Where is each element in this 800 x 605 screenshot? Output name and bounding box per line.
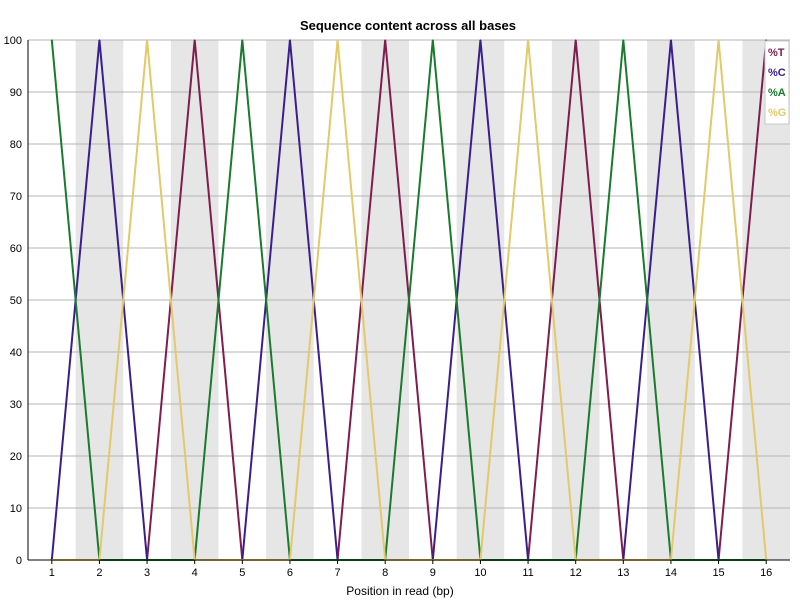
y-tick-label: 50: [10, 295, 22, 307]
legend: %T %C %A %G: [764, 40, 790, 125]
x-tick-label: 4: [192, 567, 198, 579]
y-tick-label: 90: [10, 87, 22, 99]
point-1-9: [479, 39, 482, 41]
y-tick-label: 30: [10, 399, 22, 411]
y-tick-label: 0: [16, 555, 22, 567]
point-3-14: [717, 39, 720, 41]
x-tick-label: 5: [239, 567, 245, 579]
y-tick-label: 20: [10, 451, 22, 463]
x-tick-label: 9: [430, 567, 436, 579]
x-tick-label: 6: [287, 567, 293, 579]
point-2-0: [51, 39, 53, 41]
chart-title: Sequence content across all bases: [300, 18, 516, 33]
x-tick-label: 2: [96, 567, 102, 579]
y-tick-label: 10: [10, 503, 22, 515]
x-tick-label: 11: [522, 567, 533, 579]
legend-entry-3: %G: [768, 107, 786, 119]
y-tick-label: 40: [10, 347, 22, 359]
legend-box: [764, 40, 790, 125]
y-tick-label: 80: [10, 139, 22, 151]
point-0-11: [575, 39, 577, 41]
point-2-12: [622, 39, 624, 41]
point-1-5: [289, 39, 291, 41]
x-tick-label: 14: [665, 567, 677, 579]
legend-entry-2: %A: [768, 87, 786, 99]
legend-entry-1: %C: [768, 67, 786, 79]
point-2-4: [241, 39, 243, 41]
y-tick-label: 100: [4, 35, 22, 47]
legend-entry-0: %T: [768, 47, 785, 59]
x-tick-label: 13: [617, 567, 629, 579]
y-tick-label: 60: [10, 243, 22, 255]
x-tick-label: 15: [712, 567, 724, 579]
x-tick-label: 16: [760, 567, 772, 579]
point-1-1: [98, 39, 101, 41]
point-0-15: [765, 39, 767, 41]
point-3-2: [146, 39, 148, 41]
point-3-6: [336, 39, 339, 41]
point-3-10: [527, 39, 529, 41]
x-tick-label: 1: [49, 567, 55, 579]
x-axis-label: Position in read (bp): [346, 584, 453, 598]
x-tick-label: 7: [335, 567, 341, 579]
x-tick-label: 10: [474, 567, 486, 579]
x-tick-label: 8: [382, 567, 388, 579]
point-0-3: [194, 39, 196, 41]
point-1-13: [670, 39, 672, 41]
x-tick-label: 12: [570, 567, 582, 579]
point-0-7: [384, 39, 386, 41]
point-2-8: [432, 39, 434, 41]
x-tick-label: 3: [144, 567, 150, 579]
y-tick-label: 70: [10, 191, 22, 203]
